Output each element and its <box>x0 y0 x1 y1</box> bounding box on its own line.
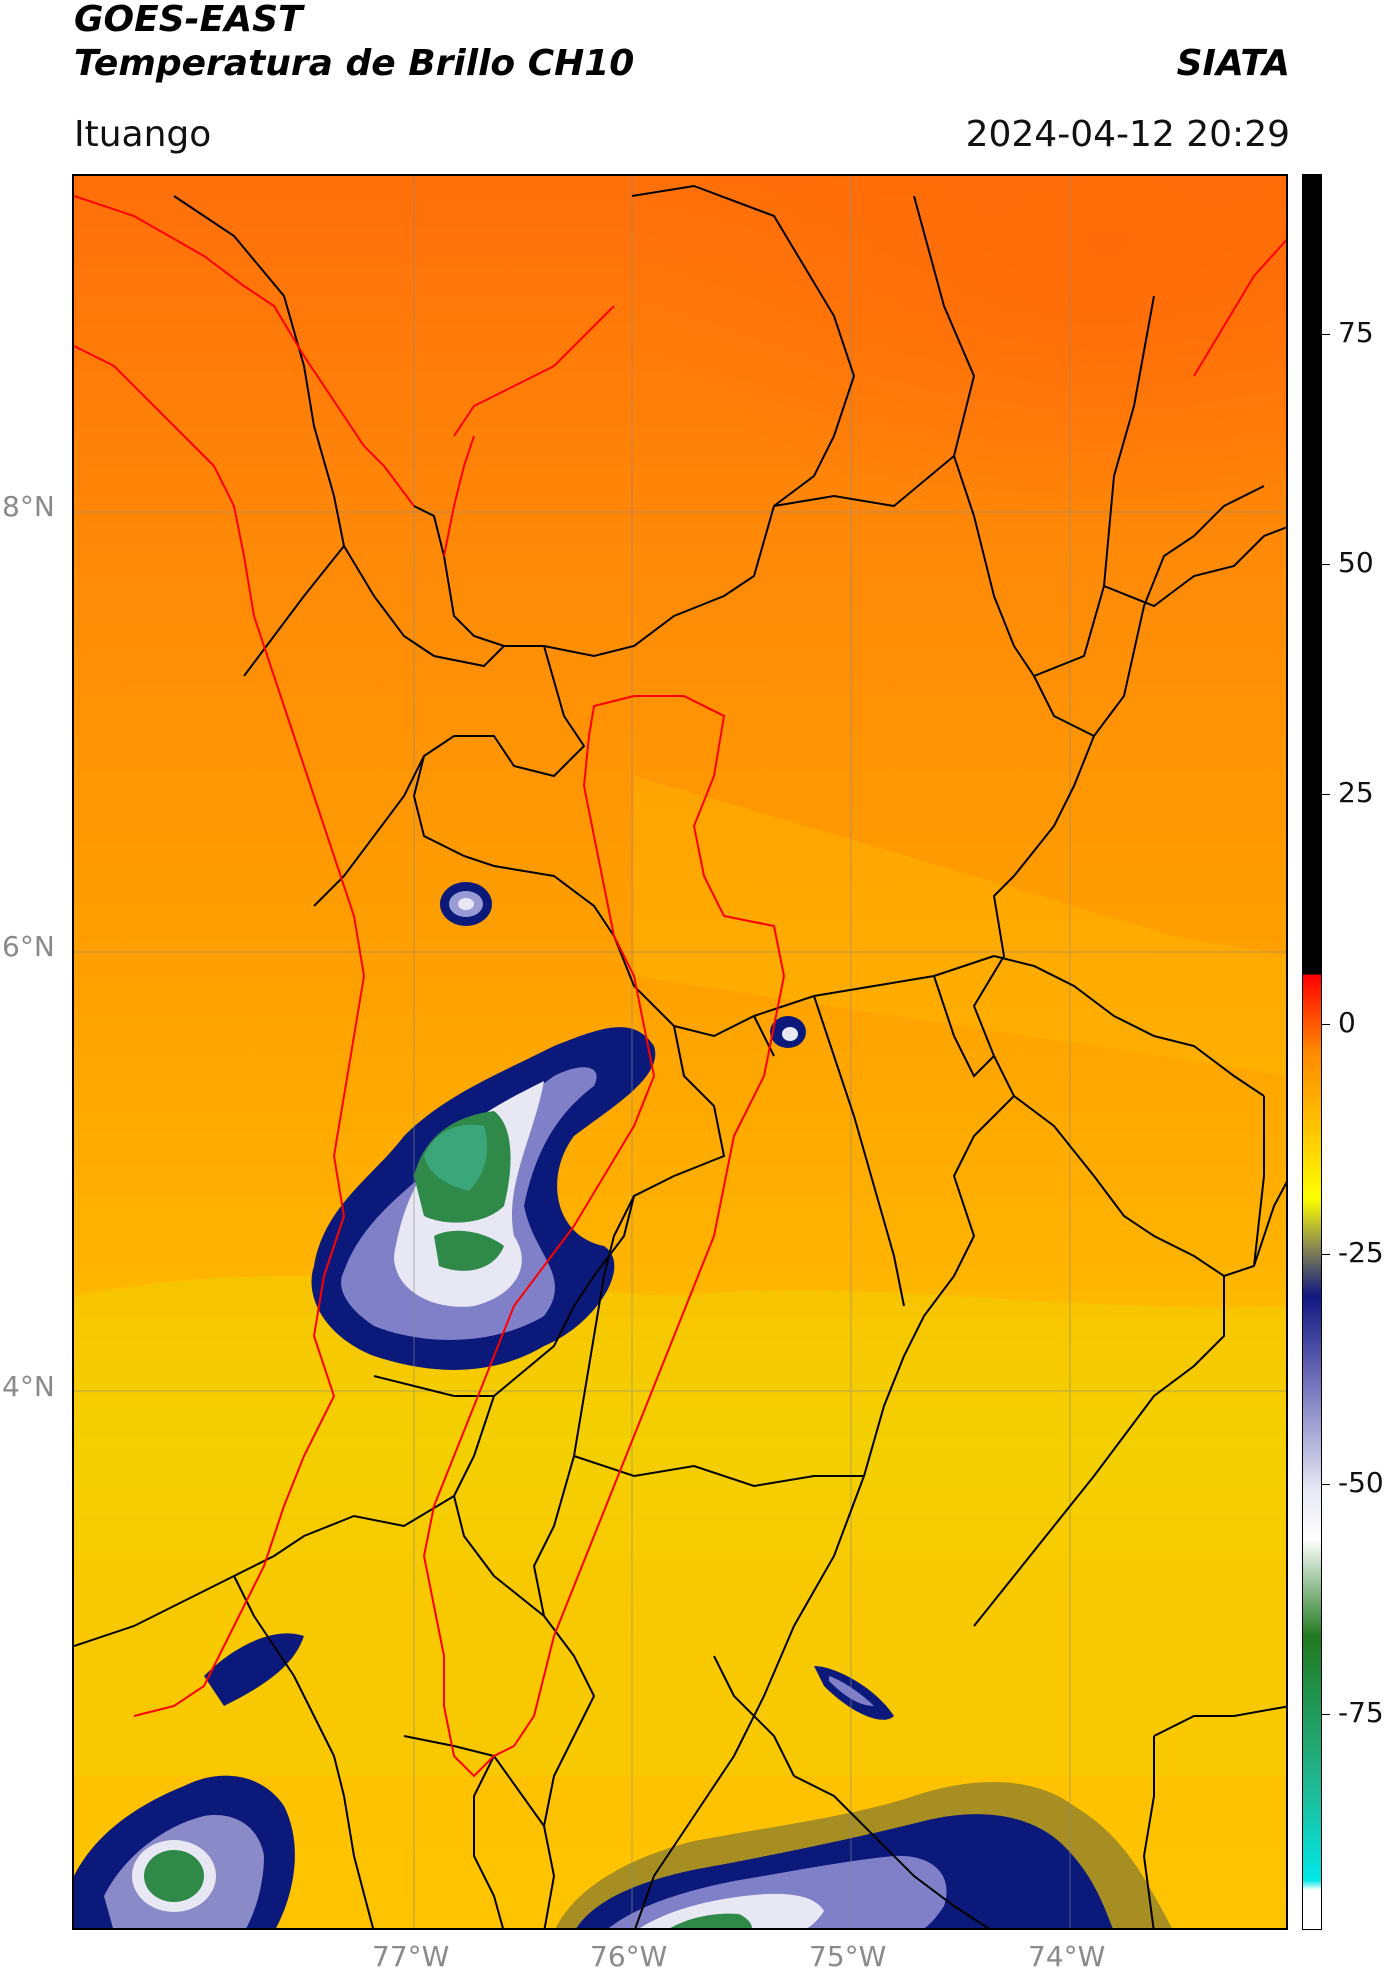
storm-cloud-central <box>311 1027 656 1370</box>
graticule <box>74 176 1286 1928</box>
lon-label-75w: 75°W <box>809 1940 887 1973</box>
colorbar-tick <box>1322 1254 1330 1255</box>
colorbar-label: -25 <box>1338 1236 1384 1269</box>
product-title: Temperatura de Brillo CH10 <box>74 43 635 84</box>
colorbar-tick <box>1322 1024 1330 1025</box>
colorbar-tick <box>1322 1484 1330 1485</box>
storm-cloud-south <box>556 1782 1172 1928</box>
colorbar-label: -75 <box>1338 1696 1384 1729</box>
storm-cloud-small-east <box>770 1016 806 1048</box>
colorbar-tick <box>1322 794 1330 795</box>
colorbar-tick <box>1322 564 1330 565</box>
colorbar-label: 25 <box>1338 776 1374 809</box>
temperature-colorbar <box>1302 174 1322 1930</box>
colorbar-tick <box>1322 334 1330 335</box>
department-borders <box>74 184 1286 1928</box>
map-canvas <box>74 176 1286 1928</box>
org-label: SIATA <box>1176 43 1290 84</box>
satellite-title: GOES-EAST <box>74 0 303 40</box>
yellow-band <box>74 1275 1286 1776</box>
lon-label-77w: 77°W <box>372 1940 450 1973</box>
storm-cloud-southwest <box>74 1633 304 1928</box>
place-label: Ituango <box>74 114 212 155</box>
colorbar-label: 0 <box>1338 1006 1356 1039</box>
lon-label-74w: 74°W <box>1028 1940 1106 1973</box>
colorbar-tick <box>1322 1714 1330 1715</box>
colorbar-label: -50 <box>1338 1466 1384 1499</box>
lat-label-6n: 6°N <box>2 930 55 963</box>
lat-label-8n: 8°N <box>2 490 55 523</box>
datetime-label: 2024-04-12 20:29 <box>965 114 1290 155</box>
red-outlines <box>74 195 1286 1778</box>
lat-label-4n: 4°N <box>2 1370 55 1403</box>
colorbar-label: 50 <box>1338 546 1374 579</box>
colorbar-label: 75 <box>1338 316 1374 349</box>
lon-label-76w: 76°W <box>590 1940 668 1973</box>
storm-cloud-small-west <box>440 882 492 926</box>
satellite-map <box>72 174 1288 1930</box>
